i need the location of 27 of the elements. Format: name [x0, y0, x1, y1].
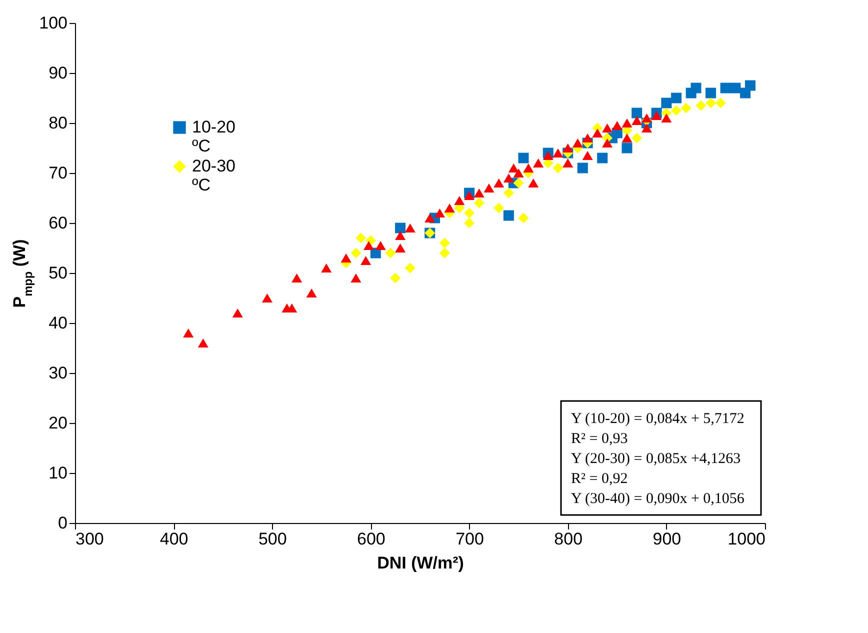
x-tick-label: 700: [456, 530, 484, 548]
annotation: Y (20-30) = 0,085x +4,1263: [571, 451, 741, 467]
x-tick-label: 400: [160, 530, 188, 548]
y-tick-label: 60: [48, 214, 68, 232]
x-tick-label: 600: [357, 530, 386, 548]
x-tick-label: 1000: [728, 530, 766, 548]
annotation: Y (30-40) = 0,090x + 0,1056: [571, 491, 745, 507]
y-tick-label: 30: [48, 364, 68, 382]
annotation: R² = 0,92: [571, 471, 628, 487]
annotation: Y (10-20) = 0,084x + 5,7172: [571, 411, 744, 427]
x-axis-title: DNI (W/m²): [377, 554, 464, 572]
y-tick-label: 70: [48, 164, 68, 182]
y-tick-label: 100: [39, 14, 68, 32]
y-tick-label: 20: [48, 414, 68, 432]
y-tick-label: 80: [48, 114, 68, 132]
y-tick-label: 0: [58, 514, 68, 532]
y-tick-label: 40: [48, 314, 68, 332]
legend-label: 20-30 ºC: [192, 156, 236, 194]
legend-label: 10-20 ºC: [192, 118, 236, 156]
x-tick-label: 500: [258, 530, 287, 548]
x-tick-label: 800: [554, 530, 583, 548]
annotation: R² = 0,93: [571, 431, 628, 447]
y-tick-label: 50: [48, 264, 68, 282]
x-tick-label: 300: [76, 530, 104, 548]
y-tick-label: 10: [48, 464, 68, 482]
x-tick-label: 900: [652, 530, 682, 548]
y-tick-label: 90: [48, 64, 68, 82]
